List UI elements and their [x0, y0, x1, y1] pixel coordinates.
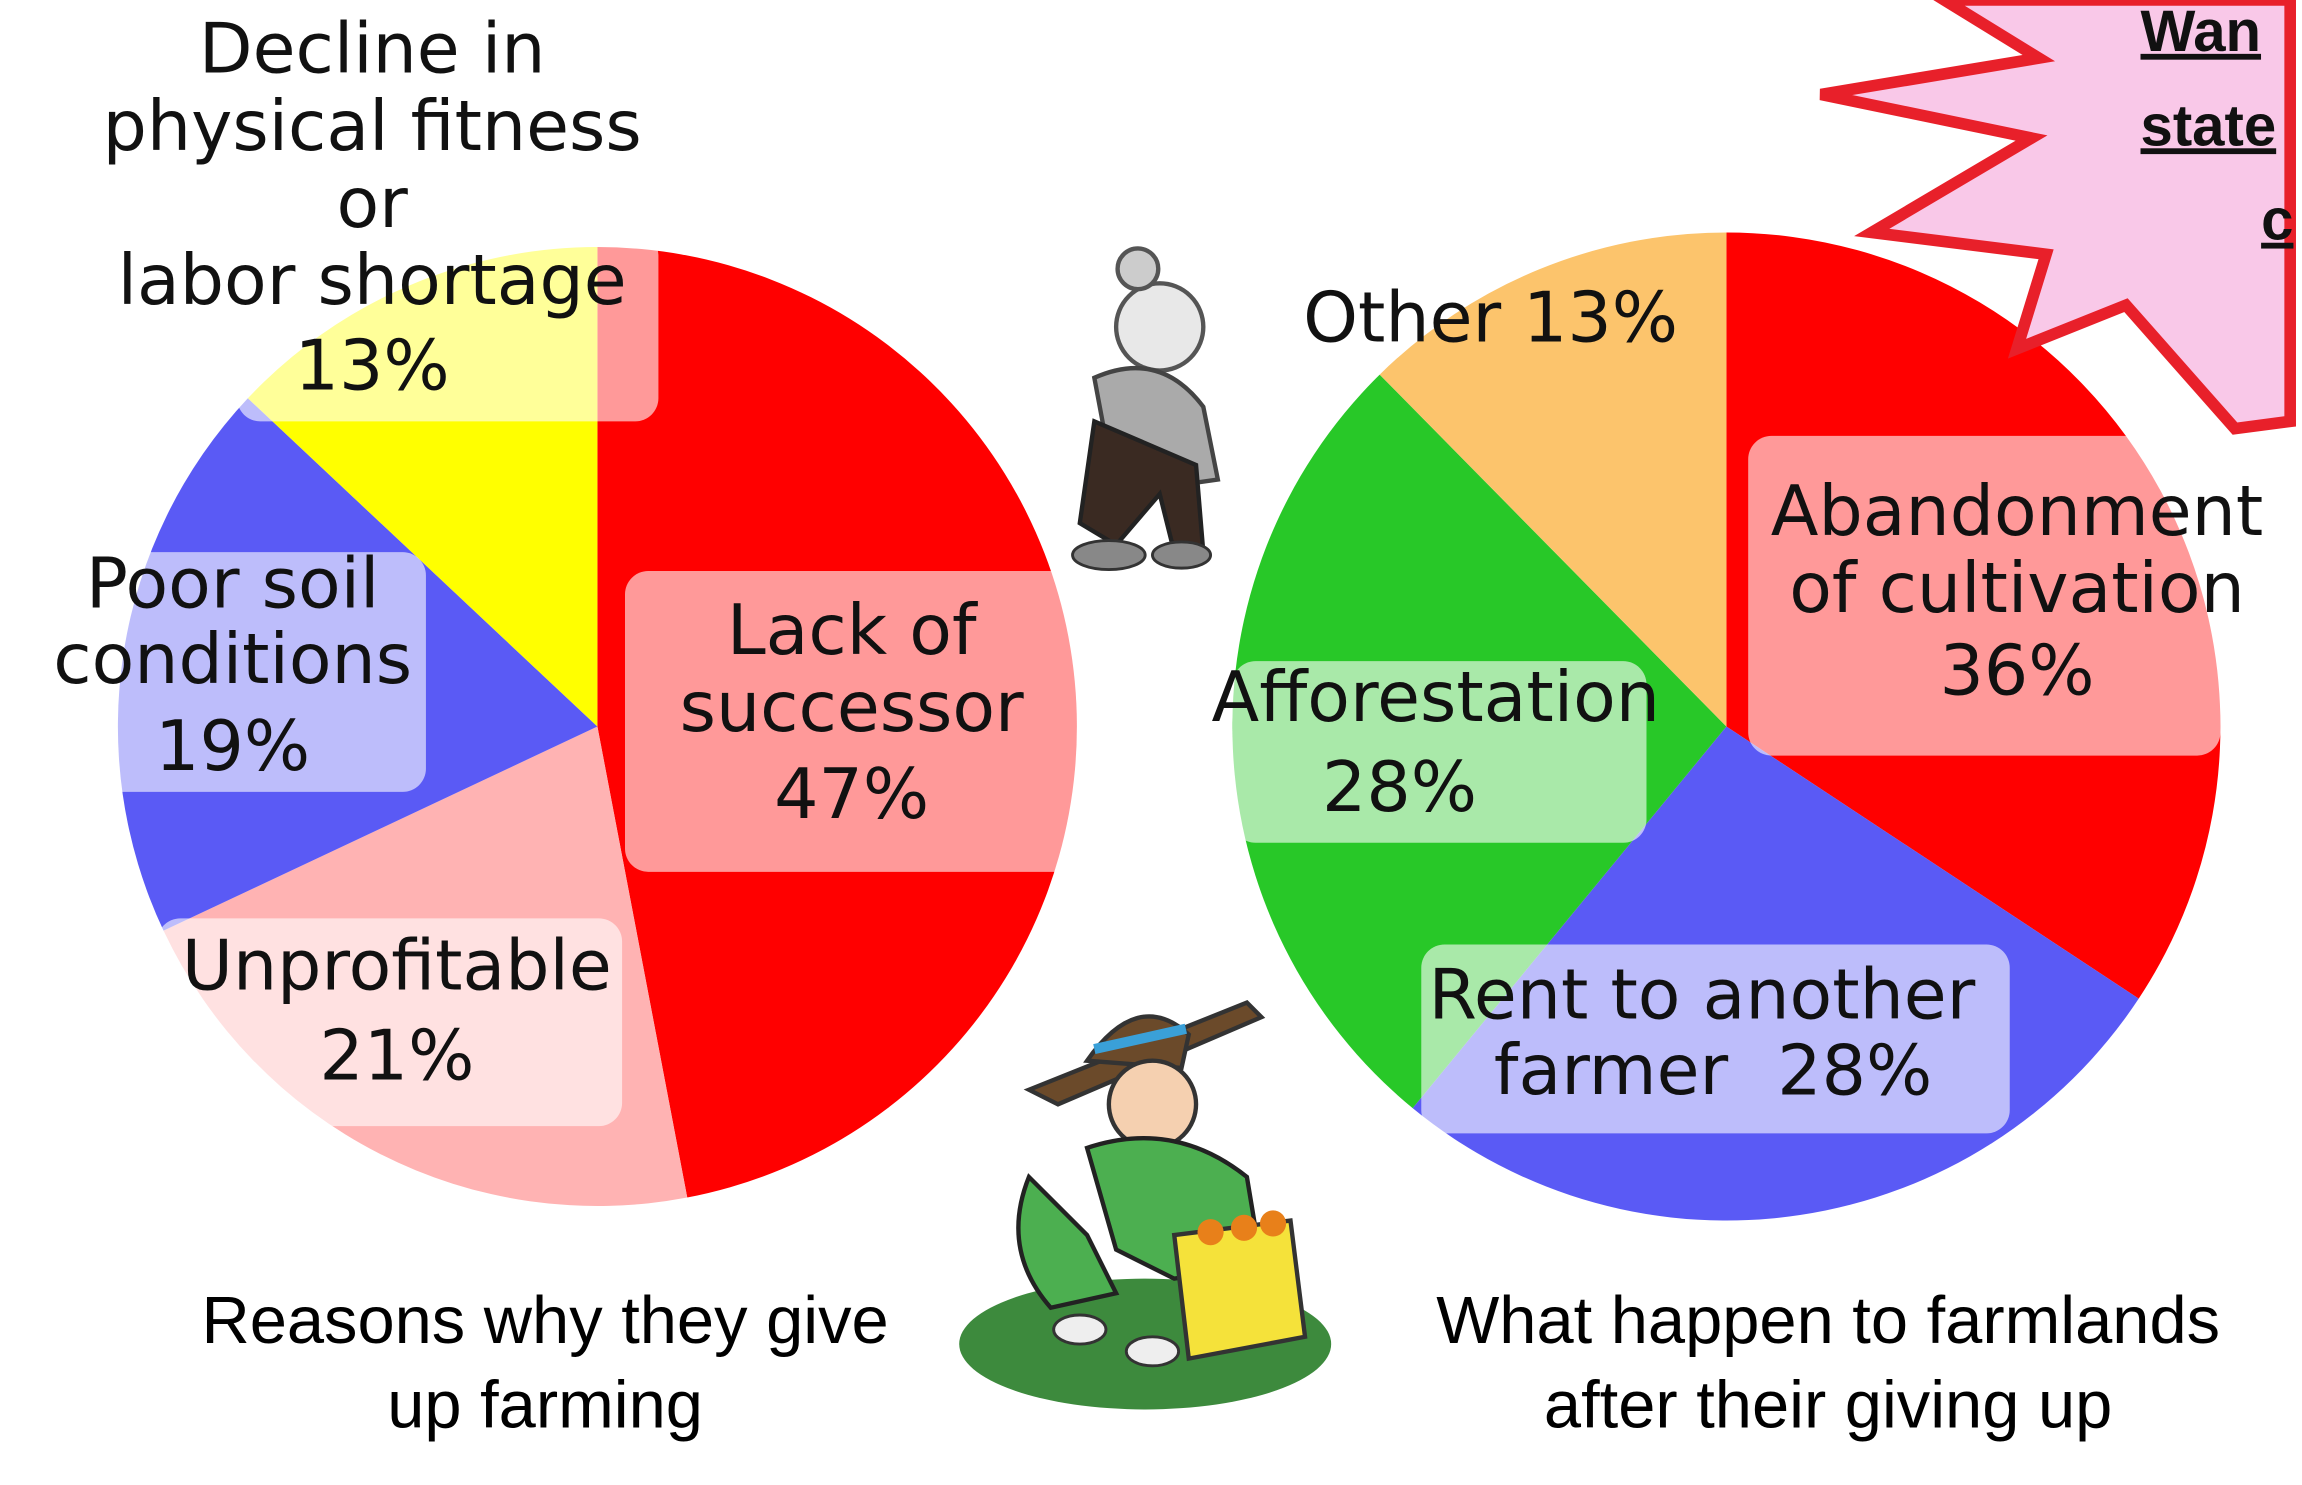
text-line: What happen to farmlands	[1436, 1284, 2220, 1358]
slice-label: Unprofitable	[182, 926, 612, 1007]
text-line: Abandonment	[1771, 471, 2263, 552]
callout-text: Wan	[2141, 0, 2262, 64]
text-line: conditions	[53, 619, 412, 700]
text-line: Other	[1303, 278, 1501, 359]
slice-value-label: 47%	[774, 754, 929, 835]
text-line: Decline in	[199, 9, 546, 90]
chart: Lack ofsuccessor47% Unprofitable 21% Poor s…	[0, 0, 2302, 1485]
text-line: farmer	[1494, 1030, 1729, 1111]
text-line: successor	[680, 667, 1024, 748]
slice-value-label: 21%	[319, 1016, 474, 1097]
slice-value-label: 28%	[1777, 1030, 1932, 1111]
callout-text: state	[2141, 93, 2277, 158]
text-line: of cultivation	[1789, 548, 2245, 629]
text-line: labor shortage	[118, 240, 627, 321]
slice-value-label: 19%	[155, 706, 310, 787]
slice-value-label: 36%	[1940, 631, 2095, 712]
slice-label: Other	[1303, 278, 1501, 359]
text-line: up farming	[387, 1368, 703, 1442]
slice-value-label: 13%	[295, 326, 450, 407]
slice-label: Afforestation	[1212, 657, 1660, 738]
text-line: after their giving up	[1544, 1368, 2112, 1442]
slice-value-label: 28%	[1322, 747, 1477, 828]
text-line: or	[337, 163, 409, 244]
text-line: Afforestation	[1212, 657, 1660, 738]
text-line: Poor soil	[86, 544, 379, 625]
slice-value-label: 13%	[1523, 278, 1678, 359]
callout-text: c	[2261, 188, 2293, 253]
text-line: Lack of	[727, 590, 978, 671]
text-line: Reasons why they give	[201, 1284, 888, 1358]
text-line: Rent to another	[1429, 955, 1976, 1036]
text-line: physical fitness	[103, 86, 642, 167]
text-line: Unprofitable	[182, 926, 612, 1007]
